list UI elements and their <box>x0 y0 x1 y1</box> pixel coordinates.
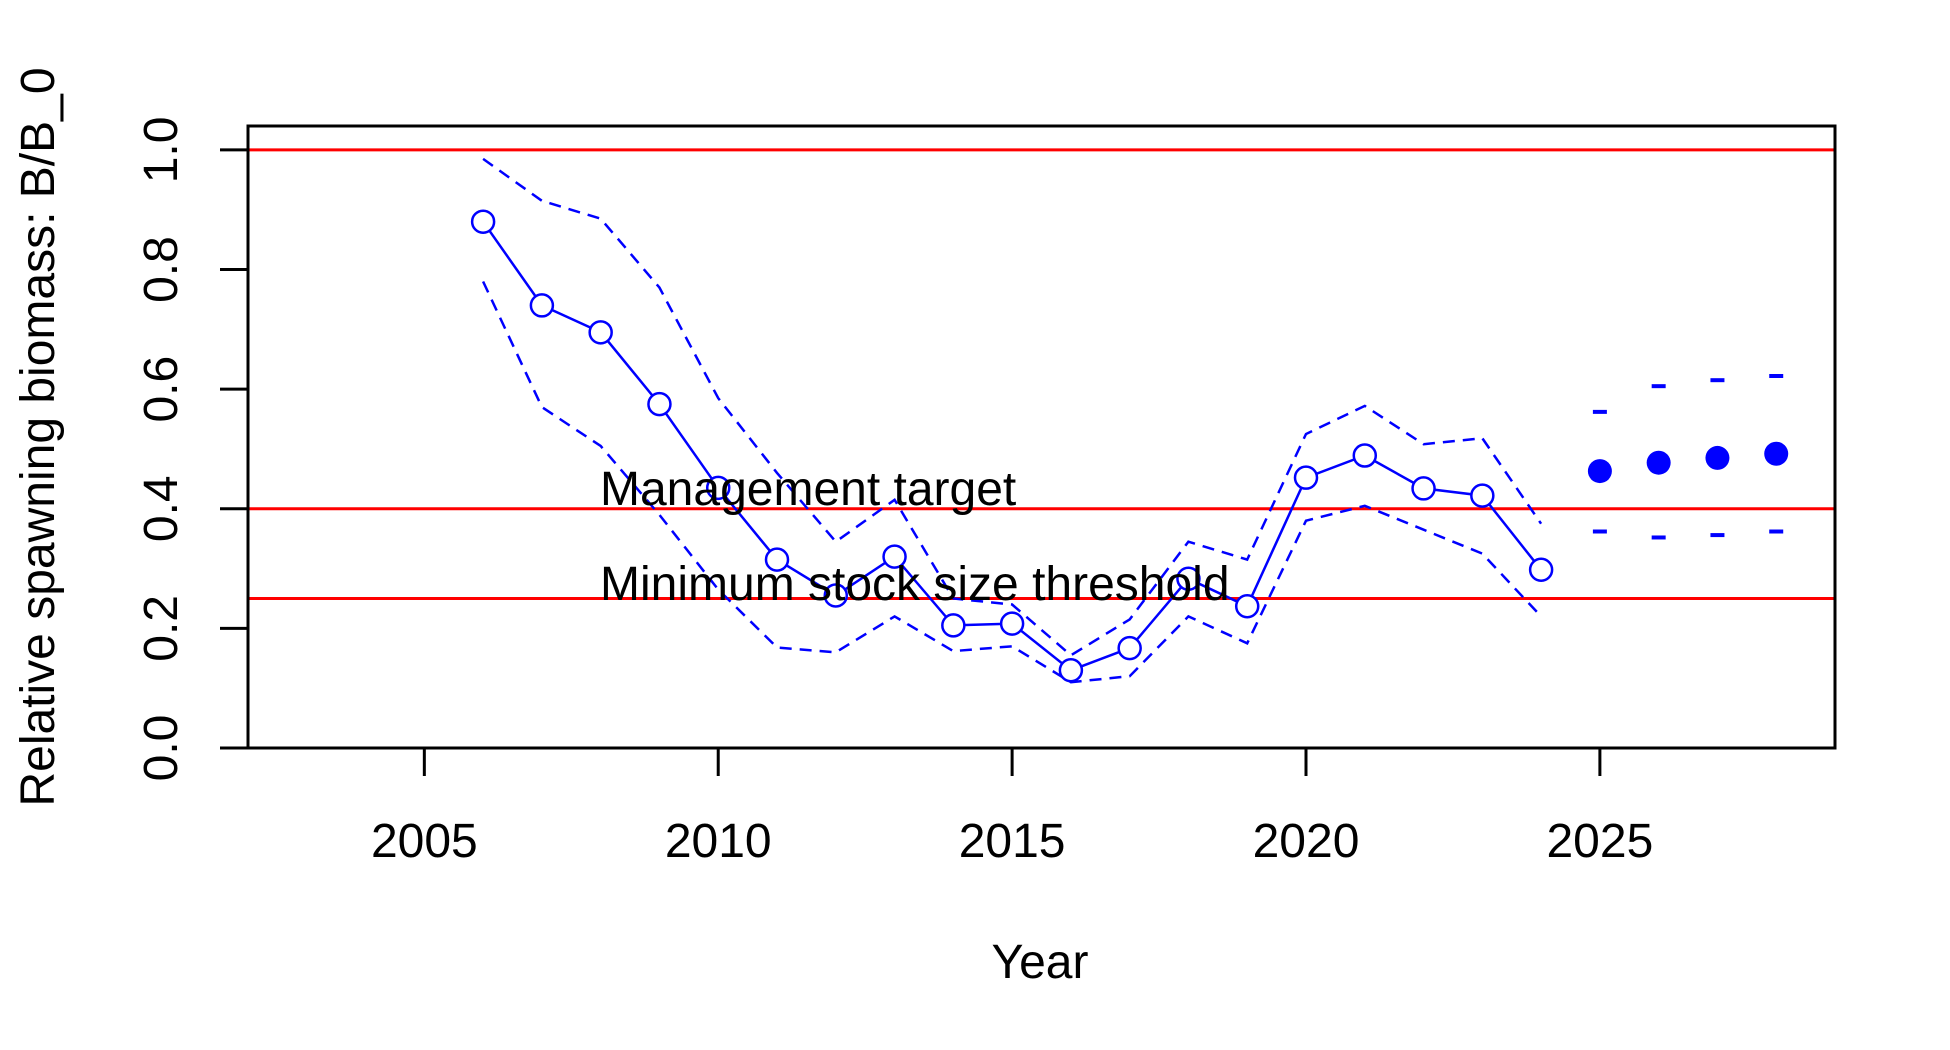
y-axis-title: Relative spawning biomass: B/B_0 <box>12 67 65 806</box>
projection-point-2025 <box>1587 459 1612 484</box>
y-tick-label-1: 0.2 <box>135 595 188 662</box>
x-axis-title: Year <box>992 936 1089 989</box>
x-tick-label-1: 2010 <box>665 815 772 868</box>
minimum-stock-size-threshold-label: Minimum stock size threshold <box>600 558 1230 611</box>
estimate-point-2020 <box>1293 465 1319 490</box>
series-layer <box>470 157 1789 684</box>
estimate-point-2022 <box>1411 476 1436 501</box>
estimate-point-2016 <box>1058 658 1084 683</box>
lower-interval-line <box>481 280 1543 684</box>
reference-lines <box>248 148 1835 600</box>
y-tick-label-2: 0.4 <box>135 475 188 542</box>
upper-interval-line <box>482 157 1543 657</box>
estimate-point-2021 <box>1352 443 1378 468</box>
estimate-point-2017 <box>1117 635 1142 661</box>
estimate-point-2023 <box>1470 483 1495 508</box>
estimate-point-2013 <box>882 544 907 569</box>
y-axis: 0.0 0.2 0.4 0.6 0.8 1.0 <box>135 117 250 782</box>
x-tick-label-2: 2015 <box>959 815 1066 868</box>
estimate-point-2011 <box>764 547 790 572</box>
management-target-label: Management target <box>600 463 1016 516</box>
estimate-point-2018 <box>1176 566 1201 591</box>
estimate-point-2006 <box>470 209 496 234</box>
y-tick-label-5: 1.0 <box>135 117 188 184</box>
estimate-point-2024 <box>1528 557 1554 583</box>
estimate-point-2010 <box>705 475 731 501</box>
estimate-point-2008 <box>588 320 613 345</box>
estimate-point-2009 <box>647 391 672 417</box>
projection-point-2028 <box>1764 441 1789 466</box>
x-tick-label-0: 2005 <box>371 815 478 868</box>
estimate-point-2014 <box>941 613 966 638</box>
y-tick-label-3: 0.6 <box>135 356 188 423</box>
projection-point-2027 <box>1705 445 1730 470</box>
projection-point-2026 <box>1646 450 1671 475</box>
estimate-point-2019 <box>1234 594 1260 619</box>
x-axis: 2005 2010 2015 2020 2025 <box>371 746 1653 868</box>
estimate-point-2015 <box>999 611 1025 636</box>
x-tick-label-3: 2020 <box>1253 815 1360 868</box>
x-tick-label-4: 2025 <box>1546 815 1653 868</box>
estimate-point-2012 <box>823 583 849 608</box>
estimate-point-2007 <box>529 293 555 318</box>
y-tick-label-0: 0.0 <box>135 715 188 782</box>
y-tick-label-4: 0.8 <box>135 236 188 303</box>
